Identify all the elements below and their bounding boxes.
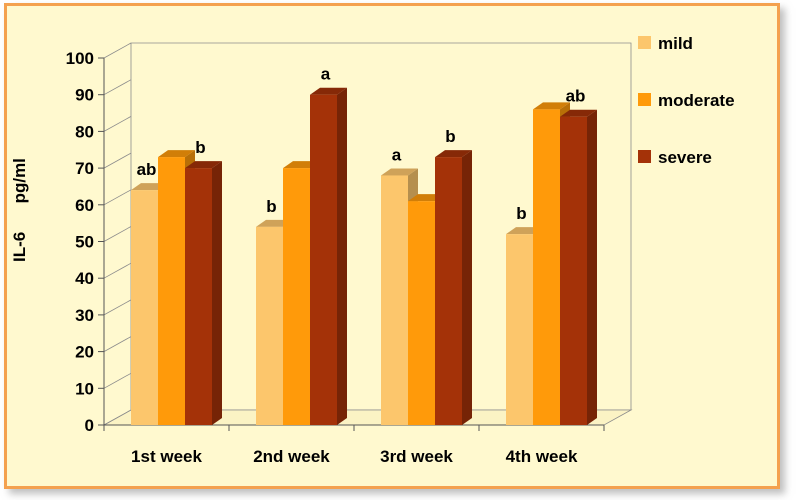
y-depth-guide (103, 79, 132, 96)
legend-swatch (638, 150, 651, 163)
y-depth-guide (103, 42, 132, 59)
legend-label: severe (658, 148, 712, 167)
bar-severe-0 (185, 161, 222, 425)
bar-side (587, 109, 597, 425)
y-depth-guide (103, 226, 132, 242)
bar-severe-3 (560, 109, 597, 425)
bar-side (212, 161, 222, 425)
y-tick-label: 0 (85, 416, 94, 435)
bar-top (533, 102, 570, 110)
bar-front (408, 201, 435, 425)
bar-data-label: b (516, 204, 526, 223)
bar-front (435, 157, 462, 425)
y-tick-label: 10 (75, 379, 94, 398)
y-depth-guide (103, 336, 132, 352)
legend-swatch (638, 93, 651, 106)
bar-data-label: ab (566, 87, 586, 106)
bar-front (185, 168, 212, 425)
bar-data-label: b (195, 138, 205, 157)
bar-data-label: a (392, 145, 402, 164)
y-tick-label: 100 (66, 49, 94, 68)
y-depth-guide (103, 299, 132, 316)
bar-top (185, 161, 222, 169)
y-tick-label: 80 (75, 122, 94, 141)
y-depth-guide (103, 372, 132, 389)
y-depth-guide (103, 262, 132, 279)
bar-front (310, 94, 337, 425)
y-depth-guide (103, 116, 132, 132)
legend-label: moderate (658, 91, 735, 110)
bar-data-label: a (321, 65, 331, 84)
y-tick-label: 70 (75, 159, 94, 178)
bar-side (337, 87, 347, 425)
bar-front (131, 190, 158, 425)
bar-data-label: b (445, 127, 455, 146)
bar-side (462, 150, 472, 425)
legend-label: mild (658, 34, 693, 53)
bar-severe-2 (435, 150, 472, 425)
bar-front (533, 109, 560, 425)
y-tick-label: 90 (75, 86, 94, 105)
y-tick-label: 20 (75, 343, 94, 362)
x-tick-label: 1st week (131, 447, 202, 466)
y-depth-guide (103, 409, 132, 426)
y-tick-label: 50 (75, 233, 94, 252)
bar-front (283, 168, 310, 425)
x-tick-label: 4th week (506, 447, 578, 466)
y-depth-guide (103, 152, 132, 169)
y-tick-label: 60 (75, 196, 94, 215)
bar-top (381, 168, 418, 176)
bar-top (310, 87, 347, 95)
bar-data-label: b (266, 197, 276, 216)
bar-front (256, 226, 283, 425)
bar-front (506, 234, 533, 425)
y-depth-guide (103, 189, 132, 206)
bar-top (435, 150, 472, 158)
bar-top (158, 150, 195, 158)
legend-swatch (638, 36, 651, 49)
bar-severe-1 (310, 87, 347, 425)
x-tick-label: 2nd week (253, 447, 330, 466)
bar-top (560, 109, 597, 117)
bar-front (381, 175, 408, 425)
x-tick-label: 3rd week (380, 447, 453, 466)
bar-data-label: ab (137, 160, 157, 179)
y-tick-label: 40 (75, 269, 94, 288)
bar-front (560, 116, 587, 425)
bar-front (158, 157, 185, 425)
y-tick-label: 30 (75, 306, 94, 325)
